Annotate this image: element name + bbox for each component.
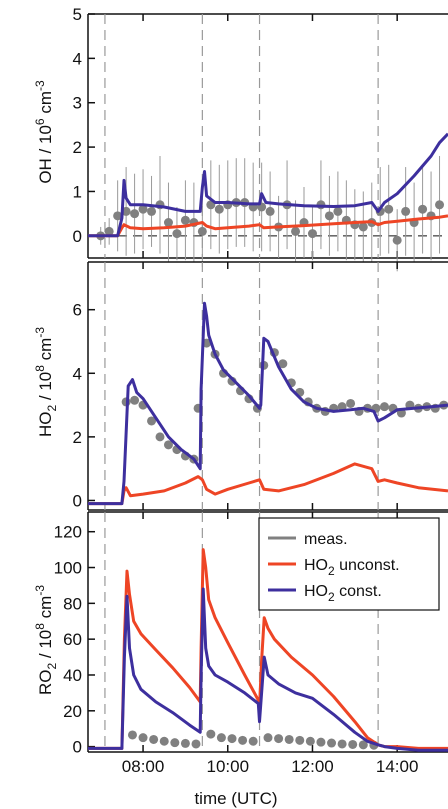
ho2-unconst-line xyxy=(88,462,448,506)
y-tick-label: 1 xyxy=(73,182,82,201)
y-tick-label: 40 xyxy=(63,666,82,685)
y-tick-label: 0 xyxy=(73,738,82,757)
ho2-unconst-line xyxy=(88,214,448,238)
meas-point xyxy=(265,206,275,216)
meas-point xyxy=(358,740,368,750)
meas-point xyxy=(384,204,394,214)
meas-point xyxy=(316,737,326,747)
meas-point xyxy=(392,235,402,245)
x-tick-label: 14:00 xyxy=(376,757,419,776)
x-tick-label: 12:00 xyxy=(291,757,334,776)
ro2-y-axis-label: RO2 / 108 cm-3 xyxy=(33,585,59,695)
meas-point xyxy=(278,359,288,369)
meas-point xyxy=(227,734,237,744)
meas-point xyxy=(147,206,157,216)
meas-point xyxy=(346,398,356,408)
legend-label-meas: meas. xyxy=(304,531,348,548)
meas-point xyxy=(104,226,114,236)
meas-point xyxy=(170,738,180,748)
meas-point xyxy=(305,736,315,746)
ho2-unconst-line xyxy=(88,548,448,750)
meas-point xyxy=(379,402,389,412)
y-tick-label: 100 xyxy=(54,559,82,578)
y-tick-label: 2 xyxy=(73,428,82,447)
meas-point xyxy=(348,739,358,749)
meas-point xyxy=(435,200,445,210)
meas-point xyxy=(248,736,258,746)
y-tick-label: 80 xyxy=(63,594,82,613)
legend: meas. HO2 unconst. HO2 const. xyxy=(258,517,440,611)
x-tick-label: 08:00 xyxy=(122,757,165,776)
y-tick-label: 60 xyxy=(63,630,82,649)
legend-label-const: HO2 const. xyxy=(304,583,382,604)
meas-point xyxy=(333,206,343,216)
ro2-panel: 0 20 40 60 80 100 120 08:00 10:00 12:00 14:00 xyxy=(54,511,448,776)
meas-point xyxy=(401,206,411,216)
ho2-panel: 0 2 4 6 xyxy=(73,261,448,511)
y-tick-label: 0 xyxy=(73,227,82,246)
ho2-const-line xyxy=(88,587,448,752)
ho2-y-axis-label: HO2 / 108 cm-3 xyxy=(33,327,59,437)
oh-y-axis-label: OH / 106 cm-3 xyxy=(33,80,55,184)
y-tick-label: 6 xyxy=(73,301,82,320)
ho2-const-line xyxy=(88,301,448,506)
meas-point xyxy=(214,204,224,214)
meas-point xyxy=(358,222,368,232)
meas-point xyxy=(147,416,157,426)
x-tick-label: 10:00 xyxy=(206,757,249,776)
y-tick-label: 20 xyxy=(63,702,82,721)
meas-point xyxy=(163,440,173,450)
meas-point xyxy=(138,733,148,743)
y-tick-label: 4 xyxy=(73,49,82,68)
meas-point xyxy=(216,733,226,743)
meas-point xyxy=(113,211,123,221)
meas-point xyxy=(191,739,201,749)
meas-point xyxy=(274,734,284,744)
meas-point xyxy=(197,226,207,236)
y-tick-label: 120 xyxy=(54,523,82,542)
meas-point xyxy=(327,738,337,748)
y-tick-label: 3 xyxy=(73,94,82,113)
meas-point xyxy=(180,215,190,225)
y-tick-label: 5 xyxy=(73,5,82,24)
x-axis-label: time (UTC) xyxy=(194,789,277,808)
meas-point xyxy=(149,734,159,744)
y-tick-label: 4 xyxy=(73,364,82,383)
meas-point xyxy=(418,204,428,214)
meas-point xyxy=(291,226,301,236)
meas-point xyxy=(206,729,216,739)
meas-point xyxy=(130,395,140,405)
meas-point xyxy=(337,739,347,749)
meas-point xyxy=(159,736,169,746)
y-tick-label: 2 xyxy=(73,138,82,157)
meas-point xyxy=(263,733,273,743)
ho2-const-line xyxy=(88,132,448,238)
meas-point xyxy=(163,218,173,228)
legend-label-unconst: HO2 unconst. xyxy=(304,557,400,578)
meas-point xyxy=(130,209,140,219)
meas-point xyxy=(238,735,248,745)
meas-point xyxy=(138,204,148,214)
meas-point xyxy=(155,432,165,442)
oh-panel: 0 1 2 3 4 5 xyxy=(73,5,448,272)
meas-point xyxy=(295,735,305,745)
meas-point xyxy=(324,211,334,221)
meas-point xyxy=(284,734,294,744)
meas-point xyxy=(307,229,317,239)
meas-point xyxy=(172,229,182,239)
meas-point xyxy=(127,730,137,740)
meas-point xyxy=(180,738,190,748)
y-tick-label: 0 xyxy=(73,491,82,510)
